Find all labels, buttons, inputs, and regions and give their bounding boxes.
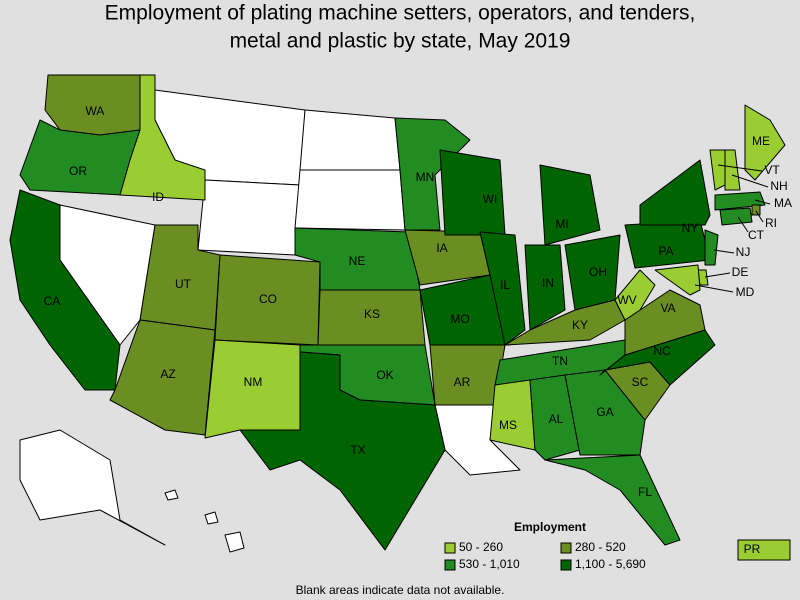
leader-lines [694, 164, 771, 293]
state-label: WI [483, 192, 498, 206]
state-label: FL [638, 485, 652, 499]
state-label: AL [549, 412, 564, 426]
state-label: MD [736, 285, 755, 299]
legend-swatch [444, 542, 456, 554]
state-label: CA [44, 294, 61, 308]
state [614, 269, 656, 321]
state-label: NJ [736, 245, 751, 259]
state [719, 207, 753, 226]
state-label: RI [765, 216, 777, 230]
state-blank [197, 179, 301, 256]
states: WA OR ID CA UT AZ CO NM NE KS OK TX MN IA MO AR WI IL IN MI… [9, 74, 792, 561]
state-label: OH [589, 265, 607, 279]
state [529, 374, 581, 461]
state-label: TX [350, 443, 365, 457]
state-label: CO [259, 292, 277, 306]
state-label: NC [653, 344, 671, 358]
state [564, 369, 646, 456]
state [624, 289, 706, 356]
state [751, 204, 761, 216]
state-label: MS [499, 418, 517, 432]
state [119, 74, 206, 201]
state-label: MN [416, 170, 435, 184]
state-label: AZ [160, 367, 175, 381]
state [737, 539, 791, 561]
legend-label: 530 - 1,010 [459, 557, 520, 571]
state-blank [204, 511, 219, 525]
state-blank [224, 531, 245, 553]
state-label: MI [555, 217, 568, 231]
state [639, 159, 711, 226]
state [654, 264, 701, 296]
state-label: ME [752, 134, 770, 148]
legend-swatch [444, 559, 456, 571]
state [524, 244, 566, 331]
state-blank [299, 109, 401, 171]
state [9, 189, 121, 391]
leader-line [737, 216, 749, 233]
state-label: AR [454, 375, 471, 389]
state [239, 351, 446, 551]
state-label: OR [69, 164, 87, 178]
state-label: IA [436, 241, 447, 255]
leader-line [713, 249, 735, 254]
state-label: GA [596, 405, 613, 419]
state [544, 454, 681, 546]
state [394, 117, 471, 231]
state-label: CT [748, 228, 765, 242]
legend-label: 280 - 520 [575, 540, 626, 554]
legend-swatch [560, 542, 572, 554]
state [479, 231, 526, 346]
state-label: WA [86, 104, 105, 118]
title-line: metal and plastic by state, May 2019 [230, 30, 571, 53]
state-label: NE [349, 254, 366, 268]
legend-label: 50 - 260 [459, 540, 503, 554]
state-label: DE [732, 265, 749, 279]
state [489, 379, 536, 451]
state-blank [19, 429, 166, 546]
state-label: WV [617, 293, 636, 307]
state-label: VA [660, 301, 675, 315]
legend-swatch [560, 559, 572, 571]
state-label: MO [450, 312, 469, 326]
state-label: KS [364, 307, 380, 321]
legend: 50 - 260 280 - 520 530 - 1,010 1,100 - 5,69… [444, 540, 646, 571]
state-label: SC [632, 375, 649, 389]
state [109, 319, 216, 436]
state-label: KY [572, 318, 588, 332]
state-label: PA [658, 244, 673, 258]
state [599, 329, 716, 386]
state-label: TN [552, 354, 568, 368]
state [704, 229, 719, 266]
state-label: VT [764, 163, 780, 177]
state-label: ID [152, 190, 164, 204]
state [404, 229, 491, 286]
state-label: IL [500, 278, 510, 292]
leader-line [717, 164, 763, 172]
state [539, 164, 601, 246]
leader-line [754, 199, 771, 205]
state-label: OK [376, 368, 393, 382]
title-line: Employment of plating machine setters, o… [105, 2, 696, 25]
legend-label: 1,100 - 5,690 [575, 557, 646, 571]
state-blank [294, 169, 406, 231]
state-blank [164, 489, 179, 501]
state-label: IN [542, 276, 554, 290]
leader-line [704, 272, 731, 278]
leader-line [731, 174, 769, 188]
state-label: NH [770, 179, 787, 193]
state-label: NM [244, 375, 263, 389]
state-label: PR [744, 542, 761, 556]
note: Blank areas indicate data not available. [296, 583, 505, 597]
state-label: UT [175, 277, 192, 291]
state [724, 149, 741, 191]
leader-line [755, 210, 764, 223]
legend-title: Employment [514, 520, 586, 534]
leader-line [694, 284, 734, 293]
state [744, 104, 786, 181]
state-label: NY [682, 221, 699, 235]
state-label: MA [774, 196, 792, 210]
